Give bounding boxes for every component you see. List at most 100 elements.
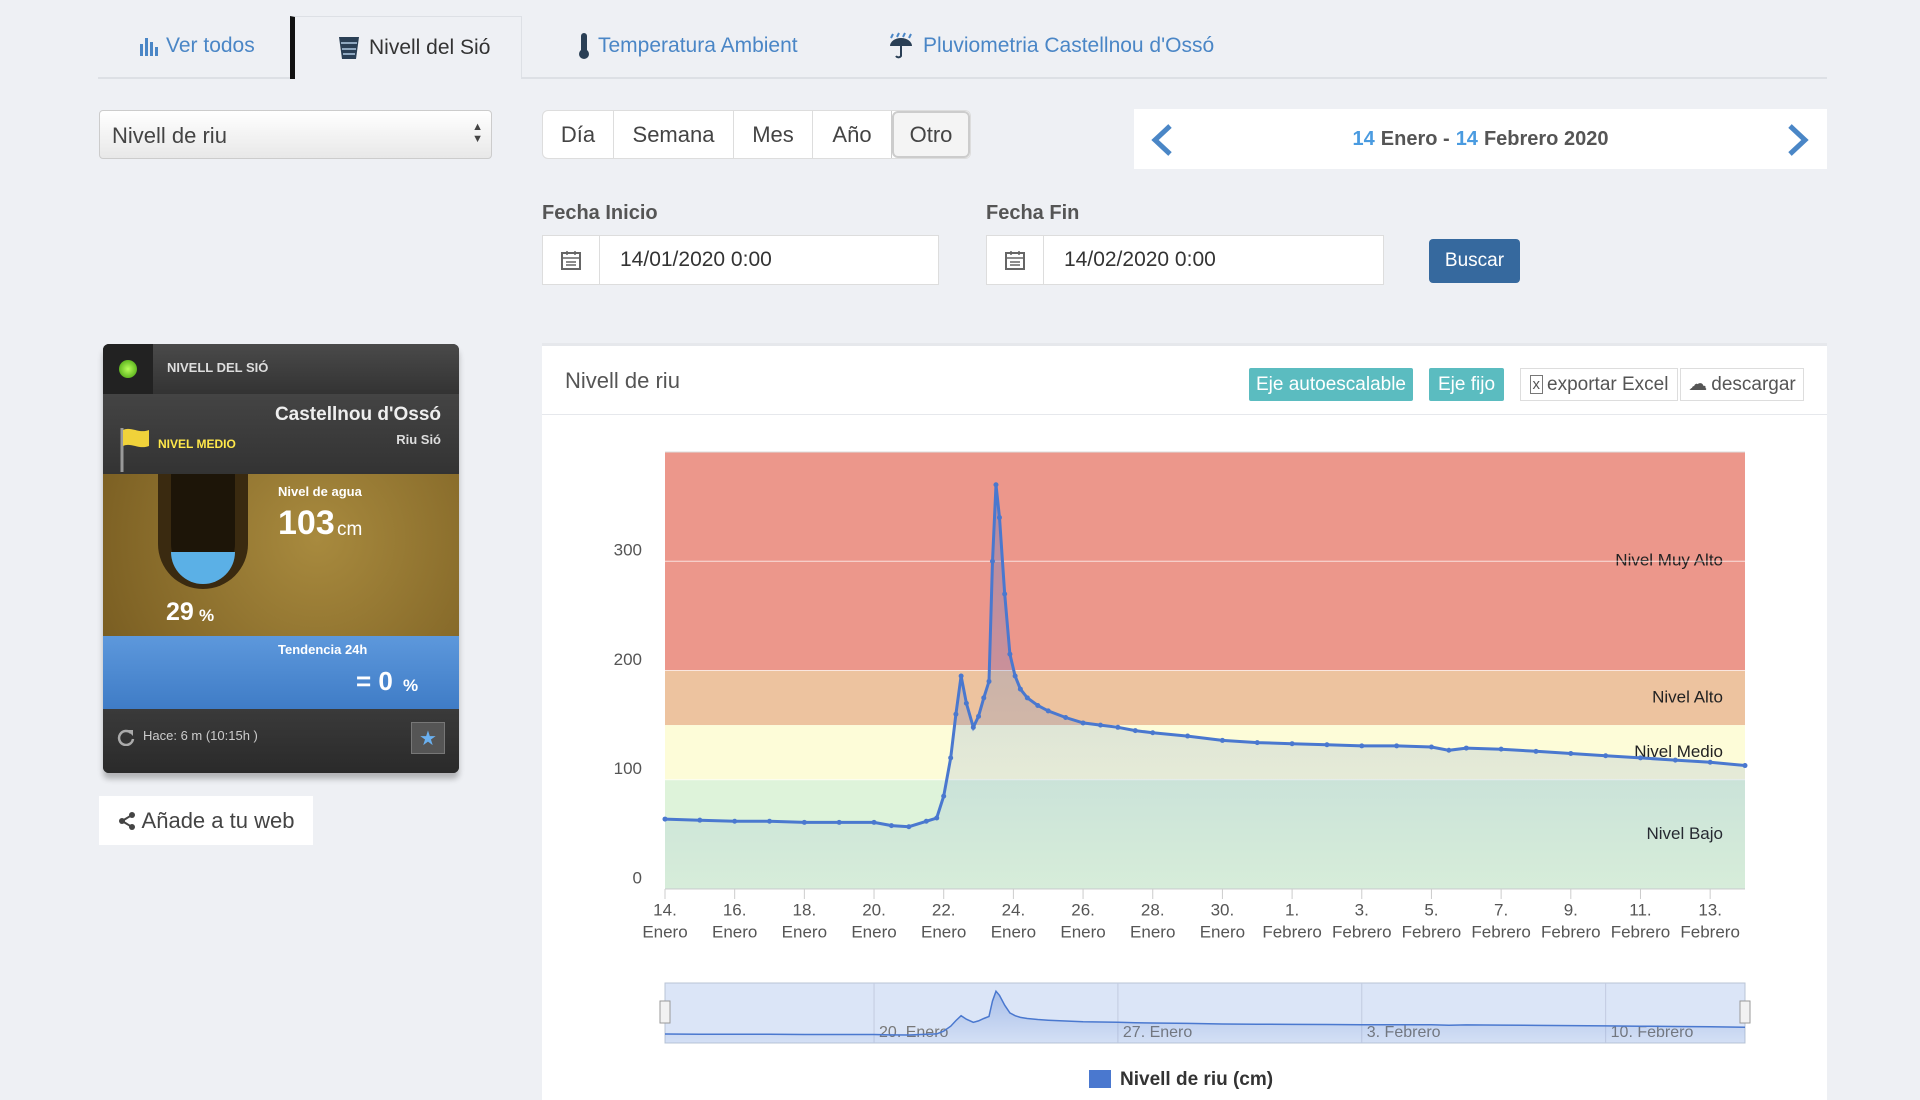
point bbox=[1150, 730, 1156, 736]
point bbox=[1637, 755, 1643, 761]
point bbox=[1359, 743, 1365, 749]
level-label: Nivel de agua bbox=[278, 484, 362, 499]
point bbox=[996, 515, 1002, 521]
calendar-icon bbox=[987, 236, 1044, 284]
point bbox=[1035, 702, 1041, 708]
button-label: descargar bbox=[1711, 373, 1796, 395]
x-tick-label: 20. bbox=[862, 900, 886, 919]
axis-button[interactable]: Eje fijo bbox=[1429, 368, 1504, 401]
tab-bar-line bbox=[98, 77, 1827, 79]
point bbox=[1324, 742, 1330, 748]
navigator-handle[interactable] bbox=[1739, 1000, 1751, 1024]
period-button[interactable]: Año bbox=[813, 111, 892, 158]
tab-label: Ver todos bbox=[166, 34, 255, 57]
widget: NIVELL DEL SIÓ Castellnou d'Ossó Riu Sió… bbox=[103, 344, 459, 773]
date-input[interactable]: 14/02/2020 0:00 bbox=[986, 235, 1384, 285]
axis-button[interactable]: Eje autoescalable bbox=[1249, 368, 1413, 401]
x-tick-month: Enero bbox=[851, 922, 896, 941]
point bbox=[941, 793, 947, 799]
band-label: Nivel Alto bbox=[1652, 687, 1723, 706]
export-button[interactable]: x exportar Excel bbox=[1520, 368, 1678, 401]
date-end-month: Febrero 2020 bbox=[1483, 127, 1609, 150]
y-tick-label: 200 bbox=[614, 650, 642, 669]
river: Riu Sió bbox=[396, 432, 441, 447]
date-input[interactable]: 14/01/2020 0:00 bbox=[542, 235, 939, 285]
point bbox=[1097, 722, 1103, 728]
legend-swatch bbox=[1089, 1070, 1111, 1088]
refresh-icon[interactable] bbox=[117, 728, 135, 746]
tab-label: Temperatura Ambient bbox=[598, 34, 798, 57]
x-tick-label: 30. bbox=[1211, 900, 1235, 919]
x-tick-month: Febrero bbox=[1611, 922, 1671, 941]
point bbox=[993, 482, 999, 488]
point bbox=[1394, 743, 1400, 749]
point bbox=[934, 815, 940, 821]
x-tick-label: 5. bbox=[1424, 900, 1438, 919]
point bbox=[923, 818, 929, 824]
trend-unit: % bbox=[403, 676, 419, 695]
tab[interactable]: Pluviometria Castellnou d'Ossó bbox=[887, 28, 1214, 64]
percent: 29 bbox=[166, 598, 194, 626]
widget-header: NIVELL DEL SIÓ bbox=[167, 360, 269, 375]
well-icon bbox=[158, 474, 248, 589]
x-tick-label: 28. bbox=[1141, 900, 1165, 919]
select-value: Nivell de riu bbox=[112, 123, 227, 148]
x-tick-label: 22. bbox=[932, 900, 956, 919]
point bbox=[1017, 686, 1023, 692]
x-tick-label: 18. bbox=[793, 900, 817, 919]
point bbox=[1446, 747, 1452, 753]
prev-arrow[interactable] bbox=[1150, 123, 1174, 157]
tab-active[interactable]: Nivell del Sió bbox=[290, 16, 522, 79]
level-value: 103 bbox=[278, 504, 335, 542]
period-button-active[interactable]: Otro bbox=[892, 111, 970, 158]
x-tick-label: 11. bbox=[1629, 900, 1651, 919]
station: Castellnou d'Ossó bbox=[274, 404, 441, 425]
x-tick-label: 13. bbox=[1698, 900, 1722, 919]
icon bbox=[890, 32, 912, 59]
period-button[interactable]: Semana bbox=[614, 111, 734, 158]
point bbox=[836, 819, 842, 825]
favorite-button[interactable]: ★ bbox=[411, 722, 445, 754]
next-arrow[interactable] bbox=[1786, 123, 1810, 157]
calendar-icon bbox=[543, 236, 600, 284]
point bbox=[981, 695, 987, 701]
point bbox=[970, 724, 976, 730]
icon bbox=[339, 37, 359, 59]
x-tick-month: Enero bbox=[712, 922, 757, 941]
label: Fecha Inicio bbox=[542, 202, 658, 224]
label: Fecha Fin bbox=[986, 202, 1080, 224]
period-button[interactable]: Día bbox=[543, 111, 614, 158]
icon bbox=[140, 38, 158, 56]
point bbox=[963, 700, 969, 706]
tab[interactable]: Temperatura Ambient bbox=[578, 28, 798, 64]
navigator-handle[interactable] bbox=[659, 1000, 671, 1024]
point bbox=[1115, 724, 1121, 730]
band-label: Nivel Medio bbox=[1634, 742, 1723, 761]
search-button[interactable]: Buscar bbox=[1429, 239, 1520, 283]
updated: Hace: 6 m (10:15h ) bbox=[143, 728, 258, 743]
point bbox=[1012, 673, 1018, 679]
point bbox=[888, 823, 894, 829]
x-tick-month: Enero bbox=[1200, 922, 1245, 941]
y-tick-label: 300 bbox=[614, 541, 642, 560]
date-end-day: 14 bbox=[1455, 127, 1478, 150]
y-tick-label: 100 bbox=[614, 759, 642, 778]
share-button[interactable]: Añade a tu web bbox=[99, 796, 313, 845]
date-nav: 14 Enero -14 Febrero 2020 bbox=[1134, 109, 1827, 169]
x-tick-month: Febrero bbox=[1332, 922, 1392, 941]
tab[interactable]: Ver todos bbox=[138, 28, 255, 64]
point bbox=[1498, 746, 1504, 752]
point bbox=[1672, 757, 1678, 763]
point bbox=[1007, 651, 1013, 657]
download-button[interactable]: ☁ descargar bbox=[1680, 368, 1804, 401]
point bbox=[1002, 591, 1008, 597]
point bbox=[1185, 733, 1191, 739]
select[interactable]: Nivell de riu ▲ ▼ bbox=[99, 110, 492, 159]
x-tick-label: 9. bbox=[1564, 900, 1578, 919]
point bbox=[1568, 751, 1574, 757]
x-tick-month: Febrero bbox=[1471, 922, 1531, 941]
period-button[interactable]: Mes bbox=[734, 111, 813, 158]
point bbox=[801, 819, 807, 825]
point bbox=[958, 673, 964, 679]
point bbox=[1024, 695, 1030, 701]
